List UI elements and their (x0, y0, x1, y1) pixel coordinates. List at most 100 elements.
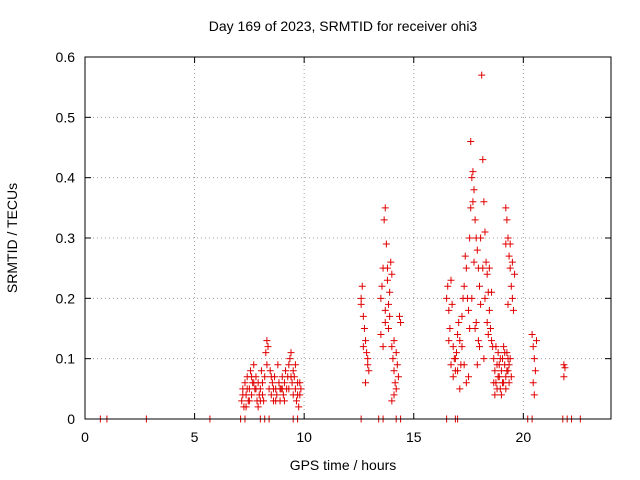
data-point-plus (287, 373, 295, 381)
data-point-plus (492, 343, 500, 351)
data-point-plus (445, 337, 453, 345)
x-tick-label: 5 (191, 429, 199, 445)
data-point-plus (285, 361, 293, 369)
data-point-plus (490, 355, 498, 363)
data-point-plus (465, 373, 473, 381)
data-point-plus (387, 258, 395, 266)
y-tick-label: 0.5 (56, 109, 76, 125)
data-point-plus (392, 349, 400, 357)
data-point-plus (364, 361, 372, 369)
data-point-plus (381, 306, 389, 314)
data-point-plus (460, 282, 468, 290)
data-point-plus (238, 397, 246, 405)
x-tick-label: 0 (81, 429, 89, 445)
data-point-plus (503, 216, 511, 224)
data-point-plus (472, 318, 480, 326)
data-point-plus (454, 367, 462, 375)
data-point-plus (504, 300, 512, 308)
data-point-plus (295, 403, 303, 411)
data-point-plus (470, 258, 478, 266)
data-point-plus (250, 379, 258, 387)
data-point-plus (259, 391, 267, 399)
data-point-plus (385, 300, 393, 308)
data-point-plus (285, 385, 293, 393)
data-point-plus (560, 361, 568, 369)
data-point-plus (471, 216, 479, 224)
data-point-plus (289, 367, 297, 375)
data-point-plus (530, 355, 538, 363)
y-tick-label: 0.1 (56, 351, 76, 367)
data-point-plus (452, 349, 460, 357)
data-point-plus (259, 379, 267, 387)
data-point-plus (530, 391, 538, 399)
data-point-plus (252, 385, 260, 393)
data-point-plus (511, 270, 519, 278)
data-point-plus (282, 367, 290, 375)
data-point-plus (494, 349, 502, 357)
data-point-plus (458, 312, 466, 320)
data-point-plus (362, 337, 370, 345)
x-tick-label: 15 (406, 429, 422, 445)
data-point-plus (506, 264, 514, 272)
data-point-plus (478, 71, 486, 79)
data-point-plus (396, 312, 404, 320)
data-point-plus (480, 198, 488, 206)
data-point-plus (381, 318, 389, 326)
data-point-plus (377, 331, 385, 339)
data-point-plus (377, 294, 385, 302)
data-point-plus (491, 391, 499, 399)
data-point-plus (250, 361, 258, 369)
y-tick-label: 0.3 (56, 230, 76, 246)
data-point-plus (378, 282, 386, 290)
data-point-plus (392, 385, 400, 393)
x-tick-label: 20 (516, 429, 532, 445)
axis-ticks: 0 0.1 0.2 0.3 0.4 0.5 0.6 0 5 10 15 20 (56, 49, 611, 445)
data-point-plus (561, 364, 569, 372)
data-point-plus (483, 318, 491, 326)
data-point-plus (394, 373, 402, 381)
data-point-plus (500, 343, 508, 351)
data-point-plus (481, 294, 489, 302)
data-point-plus (560, 373, 568, 381)
data-point-plus (266, 367, 274, 375)
data-point-plus (471, 325, 479, 332)
data-point-plus (479, 264, 487, 272)
data-point-plus (491, 367, 499, 375)
data-point-plus (359, 343, 367, 351)
data-point-plus (479, 156, 487, 164)
data-point-plus (248, 373, 256, 381)
data-point-plus (390, 337, 398, 345)
data-point-plus (503, 367, 511, 375)
data-point-plus (481, 228, 489, 236)
data-point-plus (509, 306, 517, 314)
data-point-plus (444, 282, 452, 290)
data-point-plus (263, 361, 271, 369)
data-point-plus (454, 331, 462, 339)
data-point-plus (445, 306, 453, 314)
data-point-plus (455, 318, 463, 326)
data-point-plus (467, 137, 475, 145)
data-point-plus (388, 397, 396, 405)
data-point-plus (292, 397, 300, 405)
data-point-plus (448, 300, 456, 308)
data-point-plus (262, 349, 270, 357)
data-point-plus (294, 391, 302, 399)
data-point-plus (296, 379, 304, 387)
data-point-plus (495, 361, 503, 369)
data-point-plus (359, 312, 367, 320)
y-tick-label: 0.4 (56, 170, 76, 186)
data-point-plus (358, 282, 366, 290)
data-point-plus (477, 234, 485, 242)
data-point-plus (245, 397, 253, 405)
data-point-plus (474, 337, 482, 345)
data-point-plus (365, 367, 373, 375)
data-point-plus (466, 234, 474, 242)
data-point-plus (291, 361, 299, 369)
data-point-plus (473, 246, 481, 254)
data-point-plus (473, 361, 481, 369)
data-point-plus (280, 379, 288, 387)
data-point-plus (264, 343, 272, 351)
data-point-plus (529, 343, 537, 351)
data-point-plus (446, 325, 454, 332)
